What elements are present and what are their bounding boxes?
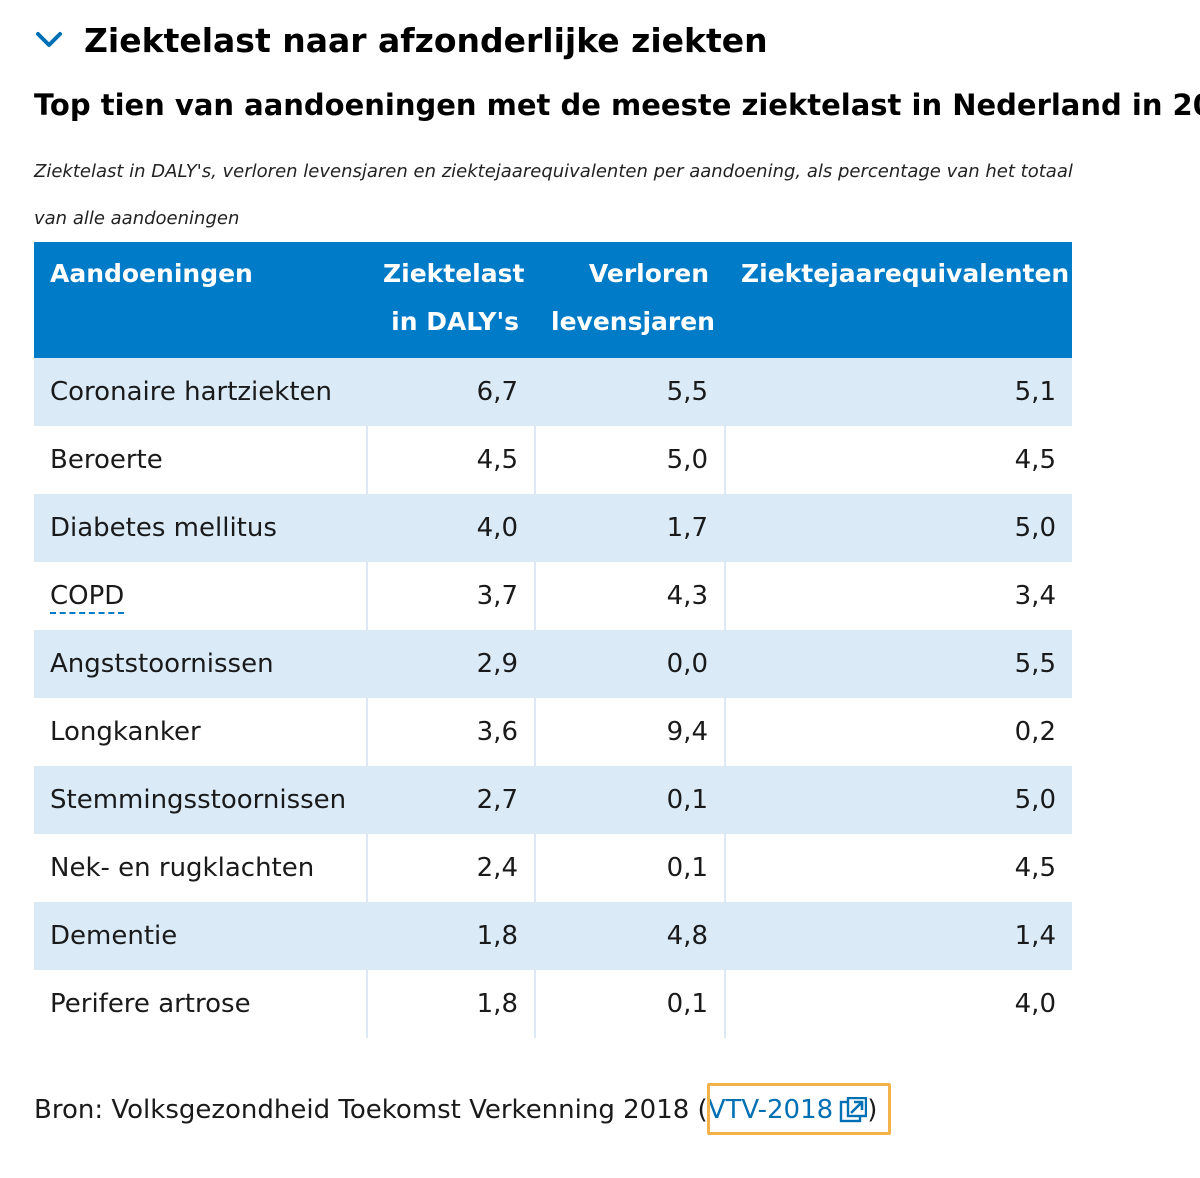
cell-condition: Beroerte — [34, 426, 367, 494]
header-daly-line1: Ziektelast — [383, 259, 525, 288]
cell-daly: 4,0 — [366, 494, 535, 562]
table-row: Coronaire hartziekten 6,7 5,5 5,1 — [34, 358, 1072, 426]
vtv-2018-link[interactable]: VTV-2018 — [707, 1095, 868, 1125]
header-lost-years: Verloren levensjaren — [535, 242, 725, 358]
cell-daly: 2,7 — [366, 766, 535, 834]
cell-condition: Longkanker — [34, 698, 367, 766]
table-row: Dementie 1,8 4,8 1,4 — [34, 902, 1072, 970]
cell-lost-years: 0,1 — [534, 766, 725, 834]
cell-condition: Perifere artrose — [34, 970, 367, 1038]
table-row: Nek- en rugklachten 2,4 0,1 4,5 — [34, 834, 1072, 902]
cell-daly: 2,4 — [366, 834, 535, 902]
external-link-icon[interactable] — [839, 1097, 868, 1123]
cell-lost-years: 0,0 — [534, 630, 725, 698]
table-row: Diabetes mellitus 4,0 1,7 5,0 — [34, 494, 1072, 562]
table-row: Angststoornissen 2,9 0,0 5,5 — [34, 630, 1072, 698]
cell-condition: Dementie — [34, 902, 367, 970]
cell-yld: 4,0 — [724, 970, 1072, 1038]
table-caption: Ziektelast in DALY's, verloren levensjar… — [34, 161, 1073, 229]
table-row: COPD 3,7 4,3 3,4 — [34, 562, 1072, 630]
header-daly-line2: in DALY's — [391, 307, 519, 336]
table-header-row: Aandoeningen Ziektelast in DALY's Verlore… — [34, 242, 1072, 358]
header-condition-label: Aandoeningen — [50, 259, 253, 288]
table-title: Top tien van aandoeningen met de meeste … — [34, 88, 1200, 122]
header-daly: Ziektelast in DALY's — [367, 242, 535, 358]
cell-yld: 4,5 — [724, 834, 1072, 902]
cell-lost-years: 9,4 — [534, 698, 725, 766]
cell-daly: 3,6 — [366, 698, 535, 766]
source-prefix: Bron: Volksgezondheid Toekomst Verkennin… — [34, 1095, 708, 1125]
cell-daly: 4,5 — [366, 426, 535, 494]
table-row: Stemmingsstoornissen 2,7 0,1 5,0 — [34, 766, 1072, 834]
cell-lost-years: 4,8 — [534, 902, 725, 970]
cell-yld: 5,5 — [724, 630, 1072, 698]
cell-condition: Nek- en rugklachten — [34, 834, 367, 902]
cell-yld: 3,4 — [724, 562, 1072, 630]
cell-lost-years: 5,0 — [534, 426, 725, 494]
copd-abbreviation[interactable]: COPD — [50, 581, 125, 614]
cell-yld: 1,4 — [724, 902, 1072, 970]
table-row: Beroerte 4,5 5,0 4,5 — [34, 426, 1072, 494]
cell-lost-years: 0,1 — [534, 970, 725, 1038]
cell-daly: 2,9 — [366, 630, 535, 698]
source-note: Bron: Volksgezondheid Toekomst Verkennin… — [34, 1086, 877, 1134]
cell-daly: 3,7 — [366, 562, 535, 630]
header-yld: Ziektejaarequivalenten — [725, 242, 1072, 358]
cell-condition: COPD — [34, 562, 367, 630]
cell-yld: 5,1 — [724, 358, 1072, 426]
table-row: Longkanker 3,6 9,4 0,2 — [34, 698, 1072, 766]
cell-lost-years: 1,7 — [534, 494, 725, 562]
chevron-down-icon[interactable] — [34, 25, 64, 55]
cell-yld: 5,0 — [724, 494, 1072, 562]
disease-burden-table: Aandoeningen Ziektelast in DALY's Verlore… — [34, 242, 1072, 1038]
header-condition: Aandoeningen — [34, 242, 367, 358]
cell-condition: Stemmingsstoornissen — [34, 766, 367, 834]
header-yld-label: Ziektejaarequivalenten — [741, 259, 1070, 288]
header-lost-line1: Verloren — [588, 259, 709, 288]
cell-daly: 1,8 — [366, 902, 535, 970]
source-suffix: ) — [867, 1095, 878, 1125]
cell-condition: Angststoornissen — [34, 630, 367, 698]
table-row: Perifere artrose 1,8 0,1 4,0 — [34, 970, 1072, 1038]
header-lost-line2: levensjaren — [551, 307, 715, 336]
cell-yld: 0,2 — [724, 698, 1072, 766]
cell-condition: Coronaire hartziekten — [34, 358, 367, 426]
section-title: Ziektelast naar afzonderlijke ziekten — [84, 20, 768, 60]
vtv-2018-link-label[interactable]: VTV-2018 — [707, 1095, 834, 1125]
cell-lost-years: 5,5 — [534, 358, 725, 426]
cell-condition: Diabetes mellitus — [34, 494, 367, 562]
cell-daly: 1,8 — [366, 970, 535, 1038]
cell-yld: 5,0 — [724, 766, 1072, 834]
cell-daly: 6,7 — [366, 358, 535, 426]
cell-lost-years: 4,3 — [534, 562, 725, 630]
cell-lost-years: 0,1 — [534, 834, 725, 902]
section-toggle[interactable]: Ziektelast naar afzonderlijke ziekten — [34, 14, 768, 66]
cell-yld: 4,5 — [724, 426, 1072, 494]
